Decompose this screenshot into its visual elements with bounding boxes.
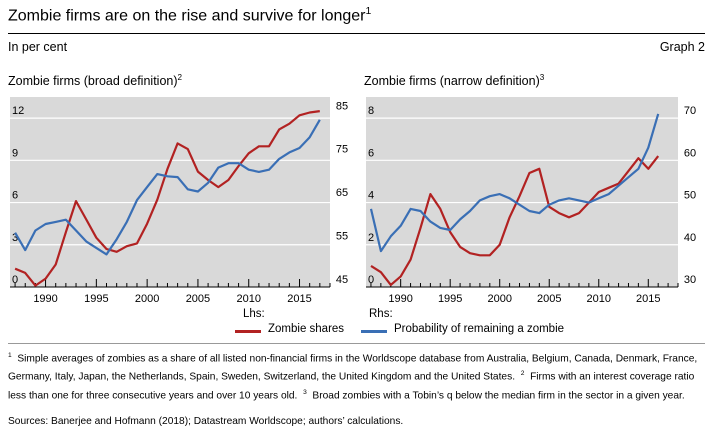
y-right-tick-label: 60	[684, 147, 696, 159]
x-tick-label: 1990	[33, 293, 57, 305]
footnotes: 1 Simple averages of zombies as a share …	[8, 352, 698, 402]
y-left-tick-label: 6	[12, 190, 18, 202]
y-right-tick-label: 40	[684, 232, 696, 244]
y-left-tick-label: 12	[12, 105, 24, 117]
chart-title-broad: Zombie firms (broad definition)2	[8, 73, 183, 89]
y-right-tick-label: 65	[336, 187, 348, 199]
y-left-tick-label: 3	[12, 232, 18, 244]
plot-area	[10, 97, 330, 287]
y-right-tick-label: 70	[684, 105, 696, 117]
legend-item-zombie-shares: Zombie shares	[268, 323, 345, 335]
page-title: Zombie firms are on the rise and survive…	[8, 6, 372, 25]
y-right-tick-label: 55	[336, 231, 348, 243]
x-tick-label: 2005	[186, 293, 210, 305]
x-tick-label: 1995	[438, 293, 462, 305]
chart-narrow: 1990 1995 2000 2005 2010 2015 0 2 4 6 8 30 40 50 60 70	[366, 97, 696, 305]
y-left-tick-label: 6	[368, 147, 374, 159]
legend-lhs-label: Lhs:	[243, 308, 265, 320]
title-rule	[8, 33, 705, 34]
x-tick-label: 2010	[587, 293, 611, 305]
x-tick-label: 2000	[487, 293, 511, 305]
series-line-zombie-shares	[370, 155, 660, 286]
legend-rhs-label: Rhs:	[369, 308, 393, 320]
legend-swatch-probability	[361, 330, 387, 333]
series-line-probability	[369, 113, 660, 253]
x-tick-label: 2015	[287, 293, 311, 305]
y-right-tick-label: 30	[684, 274, 696, 286]
chart-broad: 1990 1995 2000 2005 2010 2015 0 3 6 9 12 45 55 65 75 85	[10, 97, 348, 305]
footnote-divider	[8, 343, 705, 344]
y-left-tick-label: 8	[368, 105, 374, 117]
y-left-tick-label: 9	[12, 147, 18, 159]
x-tick-label: 2010	[236, 293, 260, 305]
x-tick-label: 2015	[636, 293, 660, 305]
legend-item-probability: Probability of remaining a zombie	[394, 323, 565, 335]
y-right-tick-label: 85	[336, 100, 348, 112]
x-tick-label: 1995	[84, 293, 108, 305]
series-line-probability	[14, 119, 321, 256]
unit-subtitle: In per cent	[8, 40, 68, 54]
x-tick-label: 2000	[135, 293, 159, 305]
y-right-tick-label: 50	[684, 190, 696, 202]
legend-swatch-zombie-shares	[235, 330, 261, 333]
y-right-tick-label: 45	[336, 274, 348, 286]
y-left-tick-label: 0	[368, 274, 374, 286]
sources-note: Sources: Banerjee and Hofmann (2018); Da…	[8, 416, 404, 427]
y-left-tick-label: 4	[368, 190, 374, 202]
chart-title-narrow: Zombie firms (narrow definition)3	[364, 73, 545, 89]
series-line-zombie-shares	[14, 110, 320, 287]
y-right-tick-label: 75	[336, 144, 348, 156]
y-left-tick-label: 0	[12, 274, 18, 286]
x-tick-label: 2005	[537, 293, 561, 305]
y-left-tick-label: 2	[368, 232, 374, 244]
x-tick-label: 1990	[388, 293, 412, 305]
graph-number: Graph 2	[659, 40, 705, 54]
